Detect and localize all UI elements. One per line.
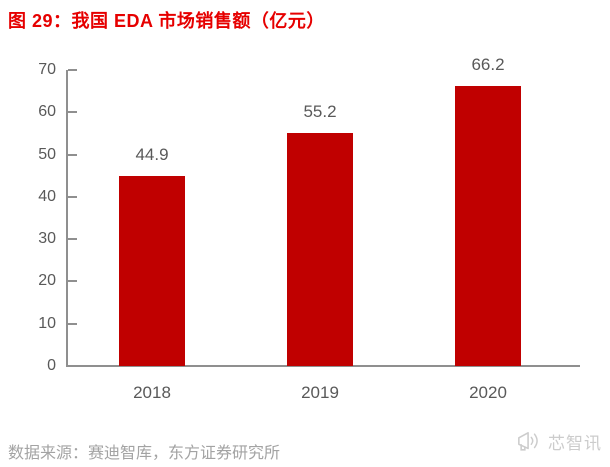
data-source-text: 数据来源：赛迪智库，东方证券研究所 <box>8 445 281 462</box>
y-tick-label: 60 <box>38 103 56 121</box>
x-axis-line <box>66 365 580 367</box>
bar-value-label: 55.2 <box>303 101 337 121</box>
y-tick-label: 70 <box>38 61 56 78</box>
bar <box>287 132 353 366</box>
axis-tick <box>68 280 77 283</box>
y-tick-label: 40 <box>38 187 56 205</box>
axis-tick <box>68 322 77 325</box>
y-tick-label: 20 <box>38 272 56 290</box>
x-tick-label: 2020 <box>469 383 507 402</box>
y-tick-label: 30 <box>38 230 56 248</box>
footer: 数据来源：赛迪智库，东方证券研究所 芯智讯 <box>0 425 610 467</box>
bar <box>119 176 185 366</box>
brand-logo-text: 芯智讯 <box>548 434 602 453</box>
x-tick-label: 2018 <box>133 383 171 402</box>
figure-title: 图 29：我国 EDA 市场销售额（亿元） <box>8 11 325 31</box>
bar-value-label: 44.9 <box>135 145 169 165</box>
y-tick-label: 0 <box>47 357 56 374</box>
x-tick-label: 2019 <box>301 383 339 402</box>
axis-tick <box>68 111 77 114</box>
axis-tick <box>68 195 77 198</box>
y-axis-line <box>66 70 68 367</box>
bar-value-label: 66.2 <box>471 55 505 75</box>
bar <box>455 86 521 366</box>
axis-tick <box>68 69 77 71</box>
megaphone-icon <box>518 431 538 451</box>
axis-tick <box>68 238 77 241</box>
y-tick-label: 50 <box>38 145 56 163</box>
bar-chart: 0 10 20 30 40 50 60 70 44.9 55.2 66.2 2018 2019 202… <box>38 55 580 402</box>
axis-tick <box>68 153 77 156</box>
y-tick-label: 10 <box>38 314 56 332</box>
brand-logo: 芯智讯 <box>515 429 602 454</box>
